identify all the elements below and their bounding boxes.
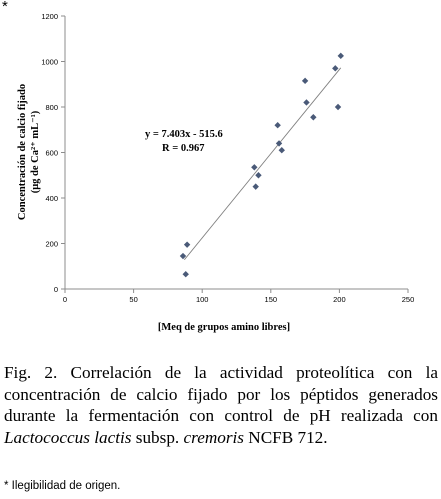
corner-asterisk: * <box>2 0 8 15</box>
data-point <box>310 114 317 121</box>
y-tick-label: 600 <box>45 149 58 158</box>
data-point <box>334 103 342 111</box>
regression-equation: y = 7.403x - 515.6 <box>145 129 223 140</box>
data-point <box>179 252 187 260</box>
footnote: * Ilegibilidad de origen. <box>4 480 121 492</box>
data-point <box>182 271 189 278</box>
y-tick-label: 800 <box>45 103 58 112</box>
caption-species: Lactococcus lactis <box>4 427 132 447</box>
caption-text-main: Fig. 2. Correlación de la actividad prot… <box>4 363 438 425</box>
data-points <box>179 52 344 278</box>
chart-axes <box>64 16 408 290</box>
trendline <box>184 67 342 261</box>
data-point <box>252 183 259 190</box>
x-tick-label: 250 <box>402 295 415 304</box>
data-point <box>274 122 281 129</box>
trendline-group <box>184 67 342 261</box>
x-axis-label: [Meq de grupos amino libres] <box>158 322 290 333</box>
y-tick-label: 400 <box>45 194 58 203</box>
x-tick-label: 200 <box>333 295 346 304</box>
y-tick-label: 200 <box>45 240 58 249</box>
data-point <box>255 172 262 179</box>
y-tick-label: 1200 <box>41 12 58 21</box>
data-point <box>301 77 309 85</box>
x-tick-label: 50 <box>129 295 137 304</box>
data-point <box>275 140 283 147</box>
y-tick-label: 0 <box>54 285 58 294</box>
data-point <box>183 241 191 248</box>
data-point <box>251 164 258 171</box>
chart-ticks: 0 200 400 600 800 1000 1200 0 50 100 150 200 250 <box>41 12 414 304</box>
y-tick-label: 1000 <box>41 58 58 67</box>
y-axis-label-line1: Concentración de calcio fijado <box>17 84 28 220</box>
x-tick-label: 100 <box>196 295 209 304</box>
data-point <box>278 147 285 154</box>
caption-cremoris: cremoris <box>183 427 244 447</box>
caption-subsp: subsp. <box>131 427 184 447</box>
caption-text-end: NCFB 712. <box>243 427 328 447</box>
data-point <box>303 99 310 106</box>
data-point <box>332 65 339 72</box>
data-point <box>337 52 344 60</box>
y-axis-label-line2: (μg de Ca²⁺ mL⁻¹) <box>30 110 41 193</box>
x-tick-label: 150 <box>265 295 278 304</box>
x-tick-label: 0 <box>63 295 67 304</box>
figure-caption: Fig. 2. Correlación de la actividad prot… <box>4 362 438 448</box>
scatter-chart: 0 200 400 600 800 1000 1200 0 50 100 150 200 250 y =… <box>17 12 414 333</box>
correlation-coefficient: R = 0.967 <box>162 143 204 154</box>
